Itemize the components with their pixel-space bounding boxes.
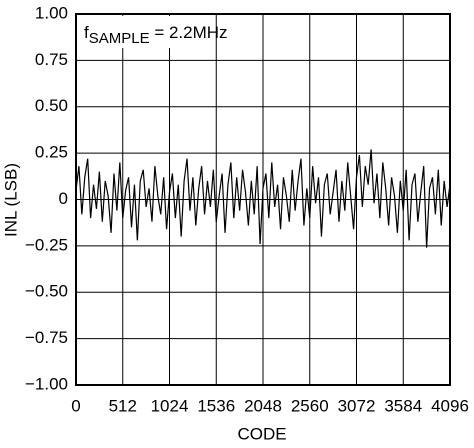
x-tick-label: 1024 (151, 396, 189, 415)
annotation-box (80, 16, 184, 48)
x-tick-label: 2048 (244, 396, 282, 415)
y-tick-label: −0.25 (25, 235, 68, 254)
y-axis-label: INL (LSB) (1, 163, 20, 237)
y-tick-label: −1.00 (25, 374, 68, 393)
y-tick-label: 0.25 (35, 143, 68, 162)
annotation-subscript: SAMPLE (89, 30, 150, 47)
x-tick-label: 2560 (291, 396, 329, 415)
y-tick-label: −0.50 (25, 282, 68, 301)
y-tick-label: 0 (59, 189, 68, 208)
y-tick-label: 0.75 (35, 50, 68, 69)
x-tick-label: 0 (71, 396, 80, 415)
x-tick-label: 3584 (384, 396, 422, 415)
y-tick-label: −0.75 (25, 328, 68, 347)
y-tick-label: 0.50 (35, 96, 68, 115)
x-tick-label: 512 (109, 396, 137, 415)
x-tick-label: 4096 (431, 396, 469, 415)
x-tick-label: 1536 (197, 396, 235, 415)
data-line (75, 149, 451, 248)
plot-frame (75, 13, 451, 386)
x-tick-label: 3072 (338, 396, 376, 415)
annotation-text: f (84, 23, 89, 42)
x-axis-label: CODE (237, 424, 286, 443)
y-tick-label: 1.00 (35, 3, 68, 22)
annotation-suffix: = 2.2MHz (150, 23, 228, 42)
annotation: fSAMPLE = 2.2MHz (84, 23, 228, 46)
